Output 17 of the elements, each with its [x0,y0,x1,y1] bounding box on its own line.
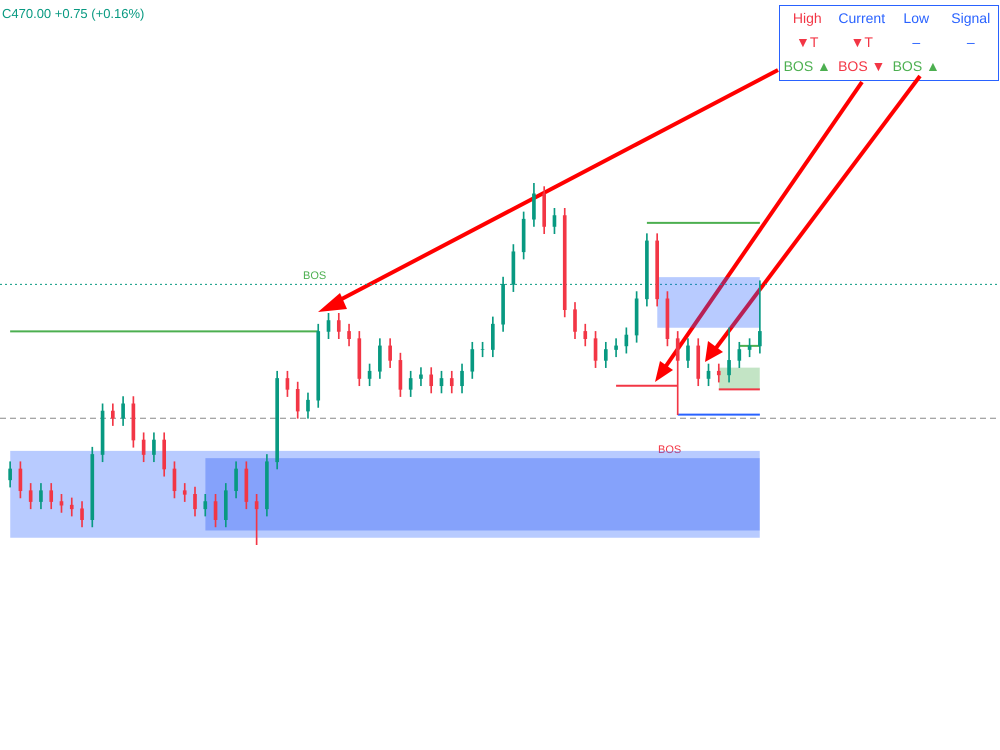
annotation: BOS [303,270,326,282]
text: – [966,34,976,50]
text: Signal [950,10,992,26]
annotation: BOS [658,444,682,456]
text: High [792,10,823,26]
candlestick [60,494,64,513]
candlestick [419,367,423,386]
text: Current [837,10,886,26]
text: BOS ▲ [892,58,941,74]
text: C470.00 +0.75 (+0.16%) [2,6,144,21]
text: ▼T [850,34,874,50]
text: BOS ▼ [837,58,886,74]
text: ▼T [795,34,820,50]
text: Low [902,10,930,26]
candlestick [480,342,484,358]
text: – [911,34,922,50]
text: BOS ▲ [782,58,832,74]
